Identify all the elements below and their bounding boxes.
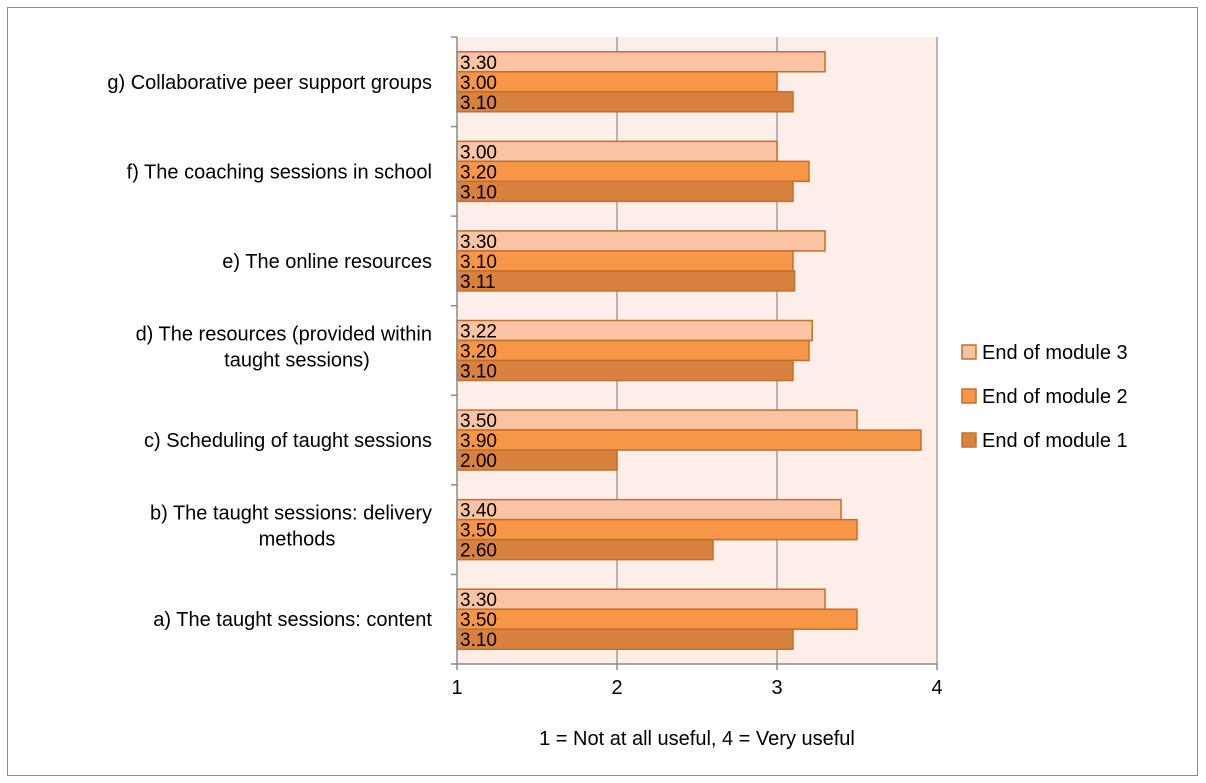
bar-cat4-series1 xyxy=(456,250,794,272)
data-label-cat3-series1: 3.20 xyxy=(460,342,497,363)
bar-cat1-series1 xyxy=(456,518,858,541)
bar-cat6-series2 xyxy=(456,51,826,73)
bar-cat3-series2 xyxy=(456,319,813,342)
bar-cat5-series1 xyxy=(456,160,810,183)
category-labels: a) The taught sessions: content b) The ta… xyxy=(107,72,432,631)
legend-swatch-series0 xyxy=(961,432,977,448)
category-label-1: b) The taught sessions: delivery xyxy=(150,503,432,525)
bar-cat0-series0 xyxy=(456,628,794,650)
category-label-2: c) Scheduling of taught sessions xyxy=(144,430,432,452)
legend-label-series0: End of module 1 xyxy=(982,430,1128,452)
data-label-cat5-series2: 3.00 xyxy=(460,142,497,163)
data-label-cat1-series1: 3.50 xyxy=(460,521,497,542)
bar-cat0-series1 xyxy=(456,608,858,630)
data-label-cat5-series1: 3.20 xyxy=(460,162,497,183)
data-label-cat2-series1: 3.90 xyxy=(460,431,497,452)
data-label-cat2-series0: 2.00 xyxy=(460,451,497,472)
bar-cat3-series0 xyxy=(456,359,794,382)
category-label-6: g) Collaborative peer support groups xyxy=(107,72,432,94)
legend-swatch-series1 xyxy=(961,388,977,404)
x-tick-labels: 1 2 3 4 xyxy=(451,677,942,699)
data-label-cat4-series1: 3.10 xyxy=(460,252,497,273)
data-label-cat1-series2: 3.40 xyxy=(460,501,497,522)
bar-cat2-series1 xyxy=(456,429,922,451)
bar-cat4-series2 xyxy=(456,230,826,252)
legend-label-series2: End of module 3 xyxy=(982,342,1128,364)
data-label-cat0-series0: 3.10 xyxy=(460,630,497,651)
category-label-3: d) The resources (provided within xyxy=(136,324,432,346)
bar-cat4-series0 xyxy=(456,270,796,292)
x-tick-label-3: 3 xyxy=(771,677,782,699)
x-tick-label-2: 2 xyxy=(611,677,622,699)
data-label-cat6-series2: 3.30 xyxy=(460,53,497,74)
data-label-cat0-series2: 3.30 xyxy=(460,590,497,611)
x-tick-label-1: 1 xyxy=(451,677,462,699)
data-label-cat0-series1: 3.50 xyxy=(460,610,497,631)
legend-swatch-series2 xyxy=(961,344,977,360)
data-label-cat6-series0: 3.10 xyxy=(460,93,497,114)
category-label-1-line1: methods xyxy=(259,529,336,551)
data-label-cat4-series2: 3.30 xyxy=(460,232,497,253)
category-label-4: e) The online resources xyxy=(222,251,432,273)
bars: 3.303.503.103.403.502.603.503.902.003.22… xyxy=(456,51,922,651)
bar-cat3-series1 xyxy=(456,339,810,362)
bar-cat6-series1 xyxy=(456,71,778,93)
x-axis-title: 1 = Not at all useful, 4 = Very useful xyxy=(539,728,855,750)
axes xyxy=(451,36,938,670)
x-tick-label-4: 4 xyxy=(931,677,942,699)
category-label-0: a) The taught sessions: content xyxy=(153,609,432,631)
bar-cat5-series2 xyxy=(456,140,778,163)
data-label-cat4-series0: 3.11 xyxy=(460,272,496,293)
category-label-3-line1: taught sessions) xyxy=(224,350,370,372)
bar-cat6-series0 xyxy=(456,91,794,113)
bar-cat2-series2 xyxy=(456,409,858,431)
data-label-cat2-series2: 3.50 xyxy=(460,411,497,432)
data-label-cat6-series1: 3.00 xyxy=(460,73,497,94)
legend-label-series1: End of module 2 xyxy=(982,386,1128,408)
data-label-cat3-series0: 3.10 xyxy=(460,362,497,383)
legend: End of module 3 End of module 2 End of mod… xyxy=(961,342,1128,452)
category-label-5: f) The coaching sessions in school xyxy=(127,161,432,183)
bar-cat5-series0 xyxy=(456,180,794,203)
bar-cat1-series2 xyxy=(456,498,842,521)
data-label-cat3-series2: 3.22 xyxy=(460,322,497,343)
bar-cat0-series2 xyxy=(456,588,826,610)
data-label-cat5-series0: 3.10 xyxy=(460,182,497,203)
data-label-cat1-series0: 2.60 xyxy=(460,541,497,562)
